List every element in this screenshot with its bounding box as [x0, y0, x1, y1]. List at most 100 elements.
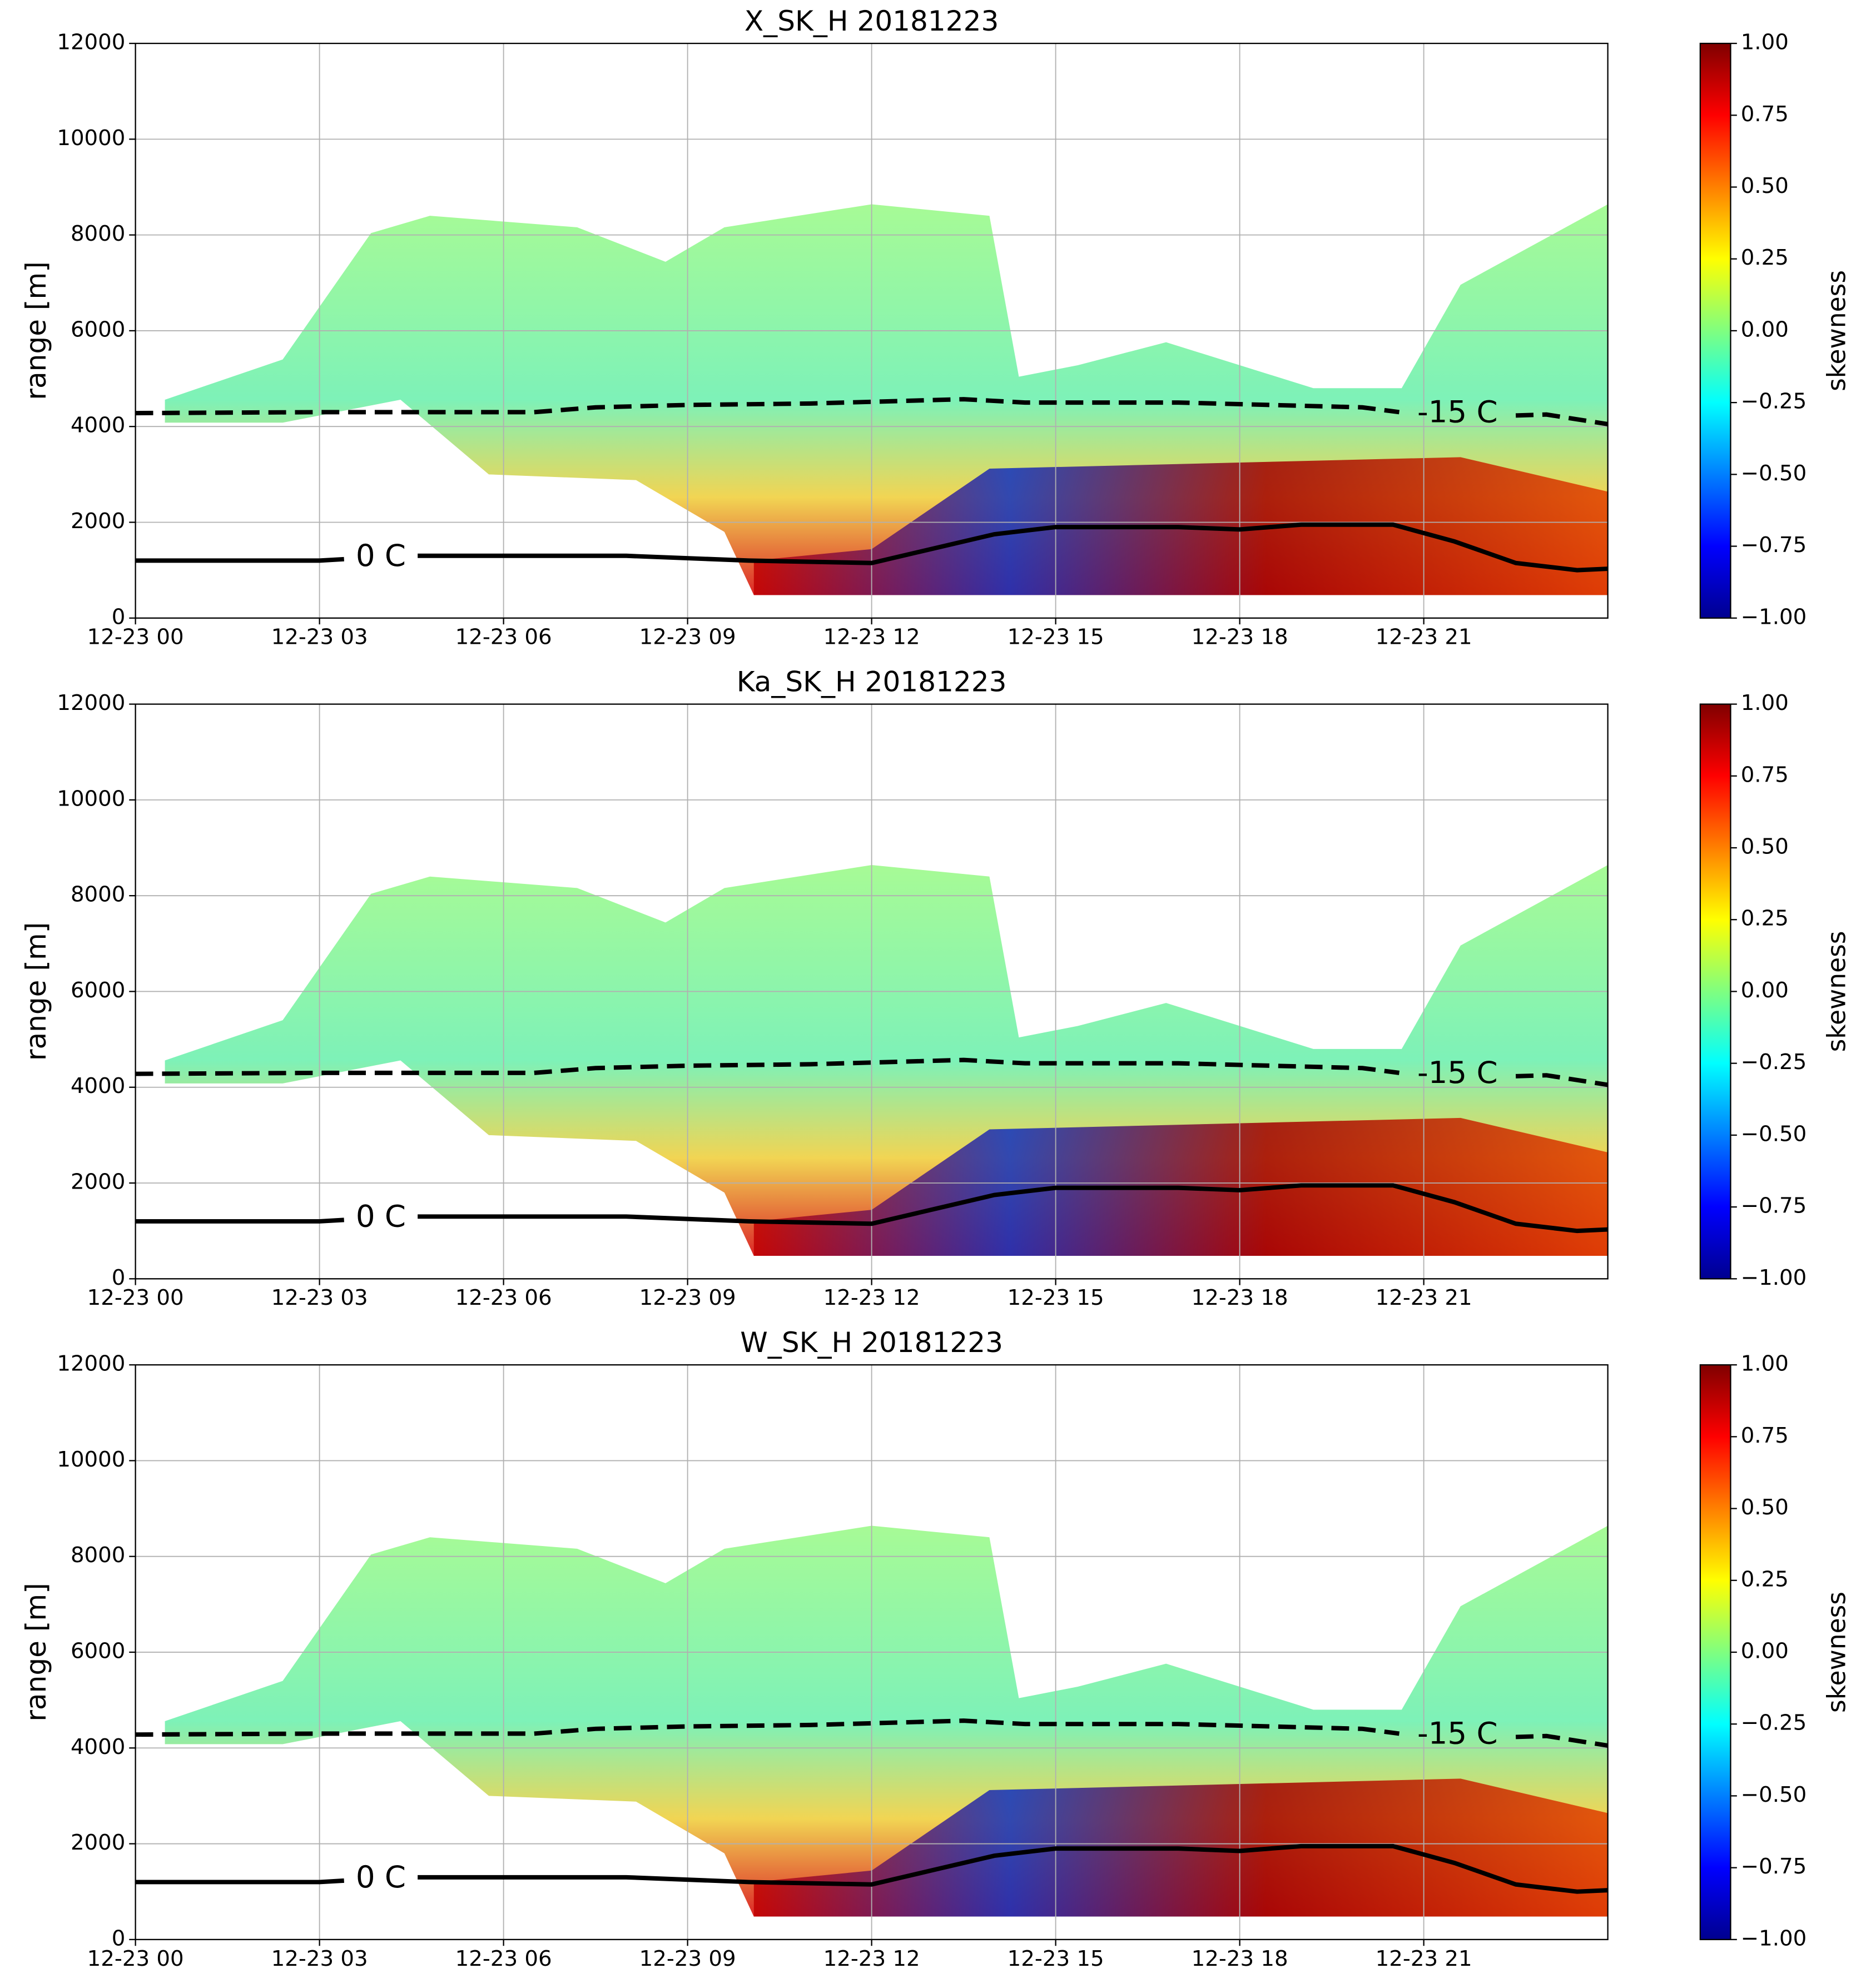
y-tick-label: 10000 — [57, 126, 125, 151]
colorbar-label: skewness — [1822, 1592, 1852, 1713]
y-axis-label: range [m] — [20, 261, 52, 400]
y-tick-label: 4000 — [71, 1073, 125, 1099]
colorbar-tick-label: −0.25 — [1741, 389, 1807, 414]
y-tick-label: 12000 — [57, 690, 125, 715]
y-tick-label: 12000 — [57, 30, 125, 55]
panel: 0 2000 4000 6000 8000 10000 12000 12-23 00 12-23… — [20, 1326, 1852, 1971]
plot-frame — [135, 42, 1609, 619]
x-tick-label: 12-23 09 — [639, 625, 736, 650]
colorbar — [1699, 1364, 1731, 1940]
colorbar-tick-label: 0.00 — [1741, 978, 1789, 1003]
isotherm-label: -15 C — [1417, 394, 1498, 430]
colorbar-tick-label: −0.50 — [1741, 1121, 1807, 1146]
isotherm-line — [135, 522, 1608, 573]
y-tick-label: 2000 — [71, 1830, 125, 1855]
x-tick-label: 12-23 12 — [823, 625, 920, 650]
colorbar-tick-label: −0.75 — [1741, 1194, 1807, 1219]
x-tick-label: 12-23 03 — [271, 1285, 368, 1310]
colorbar-tick-label: 1.00 — [1741, 1351, 1789, 1376]
plot-frame — [135, 1364, 1609, 1940]
isotherm-label: -15 C — [1417, 1716, 1498, 1751]
y-tick-label: 6000 — [71, 978, 125, 1003]
colorbar-tick-label: −0.50 — [1741, 1782, 1807, 1807]
x-tick-label: 12-23 09 — [639, 1946, 736, 1971]
x-tick-label: 12-23 00 — [87, 625, 184, 650]
colorbar — [1699, 703, 1731, 1280]
plot-frame — [135, 703, 1609, 1280]
y-tick-label: 8000 — [71, 1543, 125, 1568]
colorbar-tick-label: 0.75 — [1741, 102, 1789, 127]
colorbar-tick-label: −1.00 — [1741, 604, 1807, 629]
x-tick-label: 12-23 06 — [455, 625, 552, 650]
y-axis-label: range [m] — [20, 1583, 52, 1721]
colorbar-label: skewness — [1822, 931, 1852, 1052]
y-tick-label: 6000 — [71, 1638, 125, 1663]
y-tick-label: 10000 — [57, 1447, 125, 1472]
isotherm-line — [135, 1057, 1609, 1087]
y-tick-label: 2000 — [71, 1170, 125, 1195]
y-tick-label: 0 — [112, 1926, 126, 1951]
y-axis-label: range [m] — [20, 922, 52, 1061]
x-tick-label: 12-23 15 — [1008, 625, 1104, 650]
colorbar-tick-label: 0.50 — [1741, 1495, 1789, 1520]
colorbar-label: skewness — [1822, 270, 1852, 391]
x-tick-label: 12-23 18 — [1192, 1946, 1288, 1971]
x-tick-label: 12-23 15 — [1008, 1946, 1104, 1971]
chart-title: X_SK_H 20181223 — [745, 5, 999, 37]
x-tick-label: 12-23 18 — [1192, 1285, 1288, 1310]
x-tick-label: 12-23 21 — [1376, 1946, 1472, 1971]
panel: 0 2000 4000 6000 8000 10000 12000 12-23 00 12-23… — [20, 5, 1852, 650]
x-tick-label: 12-23 00 — [87, 1285, 184, 1310]
colorbar — [1699, 42, 1731, 619]
isotherm-line — [135, 1183, 1608, 1234]
colorbar-tick-label: −1.00 — [1741, 1265, 1807, 1290]
x-tick-label: 12-23 15 — [1008, 1285, 1104, 1310]
colorbar-tick-label: 0.25 — [1741, 245, 1789, 270]
y-tick-label: 0 — [112, 1265, 126, 1290]
y-tick-label: 8000 — [71, 221, 125, 246]
y-tick-label: 4000 — [71, 413, 125, 438]
isotherm-label: 0 C — [356, 1859, 406, 1895]
colorbar-tick-label: 1.00 — [1741, 30, 1789, 55]
x-tick-label: 12-23 09 — [639, 1285, 736, 1310]
panel: 0 2000 4000 6000 8000 10000 12000 12-23 00 12-23… — [20, 666, 1852, 1311]
x-tick-label: 12-23 12 — [823, 1285, 920, 1310]
colorbar-tick-label: 0.50 — [1741, 173, 1789, 198]
x-tick-label: 12-23 12 — [823, 1946, 920, 1971]
x-tick-label: 12-23 21 — [1376, 1285, 1472, 1310]
y-tick-label: 0 — [112, 604, 126, 629]
isotherm-label: 0 C — [356, 1198, 406, 1234]
colorbar-tick-label: 0.25 — [1741, 1567, 1789, 1592]
isotherm-line — [135, 397, 1609, 426]
x-tick-label: 12-23 21 — [1376, 625, 1472, 650]
colorbar-tick-label: −1.00 — [1741, 1926, 1807, 1951]
x-tick-label: 12-23 00 — [87, 1946, 184, 1971]
colorbar-tick-label: −0.50 — [1741, 461, 1807, 486]
x-tick-label: 12-23 06 — [455, 1946, 552, 1971]
colorbar-tick-label: 1.00 — [1741, 690, 1789, 715]
chart-title: Ka_SK_H 20181223 — [737, 666, 1007, 698]
y-tick-label: 8000 — [71, 882, 125, 907]
colorbar-tick-label: −0.75 — [1741, 1854, 1807, 1879]
y-tick-label: 10000 — [57, 786, 125, 811]
x-tick-label: 12-23 06 — [455, 1285, 552, 1310]
colorbar-tick-label: 0.00 — [1741, 1638, 1789, 1663]
y-tick-label: 6000 — [71, 317, 125, 342]
isotherm-line — [135, 1843, 1608, 1894]
x-tick-label: 12-23 18 — [1192, 625, 1288, 650]
isotherm-label: 0 C — [356, 538, 406, 573]
colorbar-tick-label: 0.25 — [1741, 906, 1789, 931]
y-tick-label: 2000 — [71, 509, 125, 534]
colorbar-tick-label: 0.75 — [1741, 1423, 1789, 1448]
colorbar-tick-label: −0.25 — [1741, 1050, 1807, 1075]
chart-title: W_SK_H 20181223 — [740, 1326, 1003, 1359]
colorbar-tick-label: −0.75 — [1741, 533, 1807, 558]
colorbar-tick-label: 0.00 — [1741, 317, 1789, 342]
x-tick-label: 12-23 03 — [271, 1946, 368, 1971]
isotherm-line — [135, 1718, 1609, 1748]
colorbar-tick-label: −0.25 — [1741, 1711, 1807, 1736]
x-tick-label: 12-23 03 — [271, 625, 368, 650]
y-tick-label: 12000 — [57, 1351, 125, 1376]
colorbar-tick-label: 0.50 — [1741, 834, 1789, 859]
